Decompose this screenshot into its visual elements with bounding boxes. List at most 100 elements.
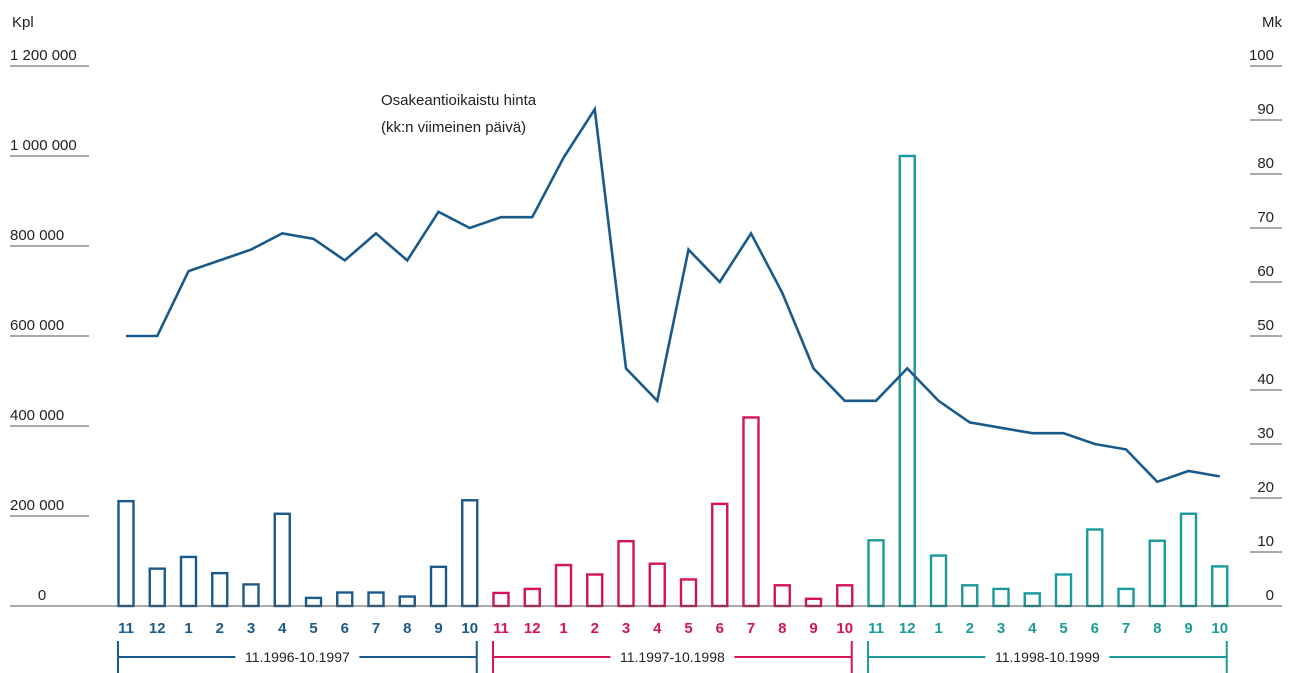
month-label: 6 [1091,620,1099,637]
bar [1086,528,1104,608]
month-label: 7 [372,620,380,637]
month-label: 11 [493,620,509,637]
right-axis-tick-label: 40 [1257,371,1274,388]
month-label: 12 [149,620,166,637]
price-annotation: Osakeantioikaistu hinta (kk:n viimeinen … [381,92,537,136]
bar [117,499,135,608]
bar [461,499,479,608]
right-axis-tick-label: 20 [1257,479,1274,496]
left-axis-tick-label: 1 000 000 [10,137,77,154]
bar [554,563,573,608]
month-label: 7 [747,620,755,637]
bar-series [117,154,1229,608]
month-label: 3 [997,620,1005,637]
period-bracket: 11.1998-10.1999 [867,641,1228,673]
bar [1179,512,1198,608]
month-label: 8 [778,620,786,637]
right-axis: 0 10 20 30 40 50 60 70 80 90 100 [1249,47,1282,604]
annotation-line-2: (kk:n viimeinen päivä) [381,119,526,136]
bar [679,578,698,608]
bar [711,502,729,608]
annotation-line-1: Osakeantioikaistu hinta [381,92,537,109]
bar [1211,565,1229,608]
left-axis-tick-label: 1 200 000 [10,47,77,64]
bar [617,540,635,608]
period-label: 11.1996-10.1997 [245,649,350,665]
bar [1117,587,1135,608]
bar [773,584,791,608]
bar [836,584,854,608]
month-label: 4 [278,620,287,637]
month-label: 5 [684,620,692,637]
bar [211,571,229,608]
bar [867,539,885,608]
month-label: 8 [1153,620,1161,637]
month-label: 12 [899,620,916,637]
right-axis-tick-label: 60 [1257,263,1274,280]
bar [429,565,448,608]
month-label: 2 [216,620,224,637]
bar [148,567,166,608]
month-label: 2 [966,620,974,637]
month-label: 11 [868,620,884,637]
month-label: 2 [591,620,599,637]
left-axis: 0 200 000 400 000 600 000 800 000 1 000 000 1 … [10,47,89,604]
left-axis-tick-label: 800 000 [10,227,64,244]
x-axis-month-labels: 11 12 1 2 3 4 5 6 7 8 9 10 11 12 1 2 3 4 5 6 7 8 9 10 11 12 1 2 3 4 5 6… [118,620,1228,637]
period-brackets: 11.1996-10.1997 11.1997-10.1998 11.1998-10… [117,641,1228,673]
right-axis-tick-label: 100 [1249,47,1274,64]
bar [648,562,666,608]
month-label: 9 [434,620,442,637]
period-bracket: 11.1997-10.1998 [492,641,853,673]
right-axis-unit-label: Mk [1262,14,1282,31]
right-axis-tick-label: 90 [1257,101,1274,118]
bar [1023,592,1041,608]
left-axis-tick-label: 600 000 [10,317,64,334]
right-axis-tick-label: 80 [1257,155,1274,172]
bar [492,591,510,608]
bar [586,573,604,608]
month-label: 7 [1122,620,1130,637]
bar [1054,573,1073,608]
left-axis-unit-label: Kpl [12,14,34,31]
month-label: 3 [622,620,630,637]
period-bracket: 11.1996-10.1997 [117,641,478,673]
month-label: 6 [341,620,349,637]
bar [398,595,416,608]
month-label: 12 [524,620,541,637]
bar [179,555,198,608]
bar [1148,539,1166,608]
bar [304,596,323,608]
right-axis-tick-label: 70 [1257,209,1274,226]
month-label: 9 [809,620,817,637]
right-axis-tick-label: 50 [1257,317,1274,334]
left-axis-tick-label: 200 000 [10,497,64,514]
right-axis-tick-label: 10 [1257,533,1274,550]
month-label: 1 [934,620,942,637]
month-label: 1 [559,620,567,637]
month-label: 5 [1059,620,1067,637]
month-label: 10 [1211,620,1228,637]
right-axis-tick-label: 0 [1266,587,1274,604]
month-label: 8 [403,620,411,637]
price-line [126,105,1220,484]
month-label: 9 [1184,620,1192,637]
right-axis-tick-label: 30 [1257,425,1274,442]
month-label: 4 [653,620,662,637]
bar [804,597,823,608]
bar [523,587,541,608]
bar [992,587,1010,608]
bar [742,416,760,608]
month-label: 10 [461,620,478,637]
left-axis-tick-label: 400 000 [10,407,64,424]
month-label: 1 [184,620,192,637]
bar [336,591,354,608]
bar [367,591,385,608]
month-label: 3 [247,620,255,637]
month-label: 6 [716,620,724,637]
month-label: 11 [118,620,134,637]
period-label: 11.1998-10.1999 [995,649,1100,665]
bar [273,512,291,608]
bar [242,583,260,608]
